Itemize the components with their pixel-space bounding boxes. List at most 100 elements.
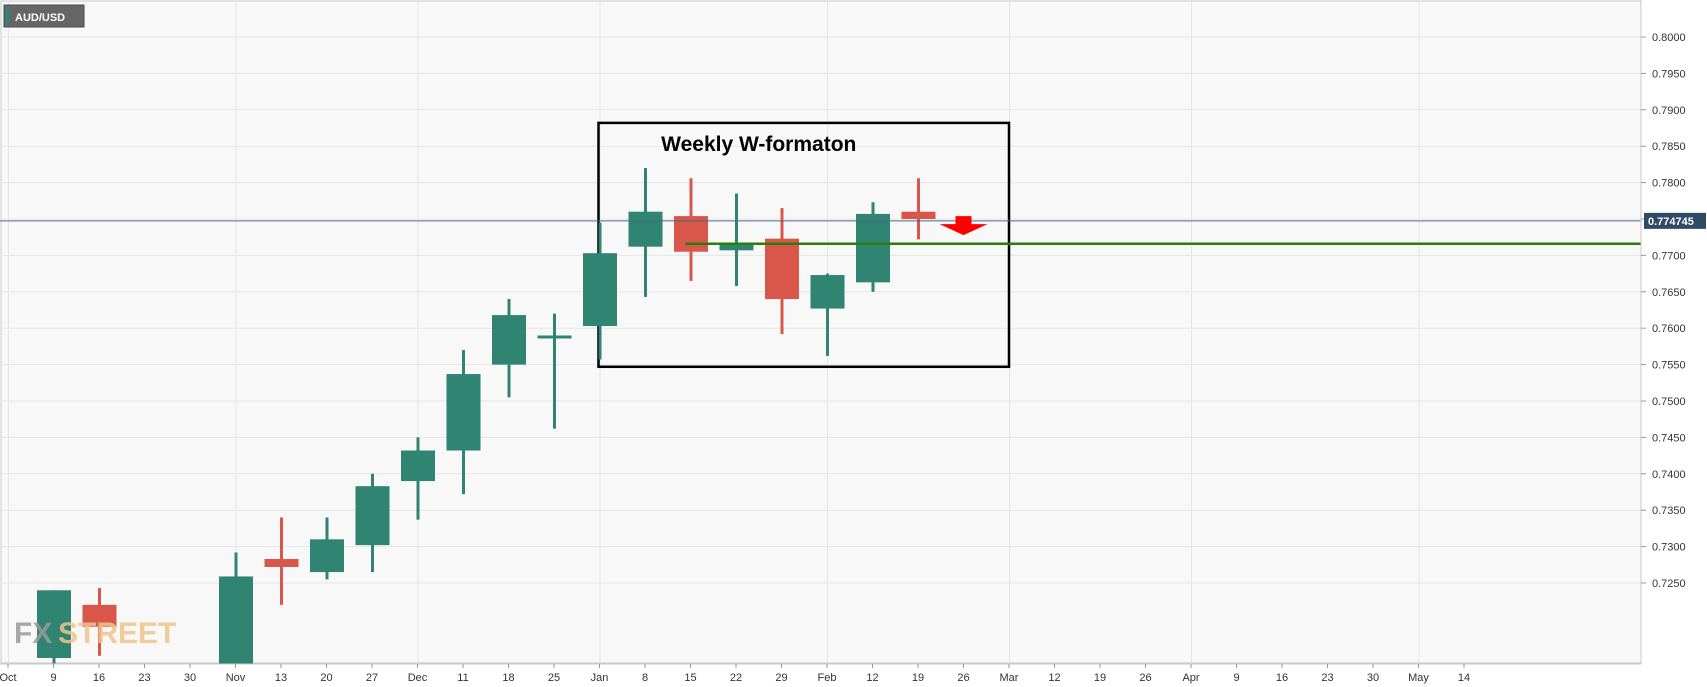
candle-wick <box>917 178 920 240</box>
y-tick-label: 0.7800 <box>1652 178 1686 190</box>
candle-body <box>765 238 799 300</box>
candle-body <box>310 539 344 573</box>
candle <box>719 193 754 286</box>
x-tick-label: 16 <box>1276 672 1288 684</box>
x-tick-label: 8 <box>642 672 648 684</box>
x-tick-label: 26 <box>957 672 969 684</box>
x-tick-label: Mar <box>1000 672 1019 684</box>
candle-body <box>674 216 708 252</box>
candle <box>264 517 299 605</box>
candle-body <box>37 590 71 658</box>
x-tick-label: 23 <box>1321 672 1333 684</box>
x-tick-label: 14 <box>1458 672 1470 684</box>
x-tick-label: 18 <box>502 672 514 684</box>
x-tick-label: 13 <box>275 672 287 684</box>
candle-wick <box>735 193 738 286</box>
x-tick-label: Jan <box>591 672 609 684</box>
candle <box>492 299 526 398</box>
candle <box>37 590 71 664</box>
candle-body <box>219 576 253 664</box>
candle-body <box>628 211 663 247</box>
candle-body <box>492 315 526 365</box>
y-tick-label: 0.7350 <box>1652 505 1686 517</box>
x-tick-label: 11 <box>457 672 468 684</box>
candle <box>446 350 481 495</box>
current-price-tag <box>1644 212 1706 229</box>
logo-street-text: STREET <box>58 617 176 650</box>
symbol-badge[interactable] <box>3 4 85 28</box>
candle <box>583 222 617 360</box>
candle-body <box>264 558 299 567</box>
x-tick-label: May <box>1408 672 1429 684</box>
candle <box>219 552 253 664</box>
x-tick-label: 9 <box>50 672 56 684</box>
candle <box>765 208 799 335</box>
candle <box>355 473 390 573</box>
x-tick-label: 26 <box>1139 672 1151 684</box>
x-tick-label: 30 <box>1367 672 1379 684</box>
y-tick-label: 0.7650 <box>1652 287 1686 299</box>
y-tick-label: 0.7450 <box>1652 432 1686 444</box>
candle-body <box>856 213 890 283</box>
y-tick-label: 0.7400 <box>1652 469 1686 481</box>
candles <box>37 168 936 664</box>
plot-area <box>0 0 1642 664</box>
x-tick-label: 16 <box>93 672 105 684</box>
price-axis-ticks: 0.80000.79500.79000.78500.78000.77500.77… <box>1641 32 1686 590</box>
symbol-badge-accent <box>5 6 9 26</box>
candle-body <box>82 604 117 627</box>
x-tick-label: Oct <box>0 672 17 684</box>
y-tick-label: 0.7900 <box>1652 105 1686 117</box>
candle-body <box>446 374 481 451</box>
symbol-label: AUD/USD <box>15 12 65 24</box>
x-tick-label: Dec <box>408 672 428 684</box>
y-tick-label: 0.7550 <box>1652 360 1686 372</box>
x-tick-label: Feb <box>818 672 837 684</box>
x-tick-label: 19 <box>1094 672 1106 684</box>
candle-wick <box>826 273 829 356</box>
y-tick-label: 0.8000 <box>1652 32 1686 44</box>
candle <box>401 437 435 520</box>
x-tick-label: 25 <box>548 672 560 684</box>
fxstreet-logo: FX STREET <box>14 617 176 650</box>
y-tick-label: 0.7950 <box>1652 68 1686 80</box>
down-arrow-icon <box>939 216 988 236</box>
candle <box>810 273 845 356</box>
x-tick-label: Apr <box>1182 672 1199 684</box>
candle-body <box>355 486 390 546</box>
candle-body <box>719 244 754 251</box>
time-axis-ticks: Oct 9 16 23 30 Nov 13 20 27 Dec 11 18 25 Jan 8 15 22 29 Fe… <box>0 664 1470 684</box>
x-tick-label: 30 <box>184 672 196 684</box>
x-tick-label: 12 <box>866 672 878 684</box>
candle <box>856 202 890 292</box>
candle-body <box>810 275 845 309</box>
x-tick-label: 12 <box>1048 672 1060 684</box>
y-tick-label: 0.7700 <box>1652 250 1686 262</box>
candle <box>674 178 708 281</box>
price-axis <box>1641 0 1707 687</box>
x-tick-label: 20 <box>320 672 332 684</box>
y-tick-label: 0.7250 <box>1652 578 1686 590</box>
candle-wick <box>553 313 556 429</box>
candle <box>901 178 936 240</box>
candle-body <box>901 211 936 219</box>
logo-fx-text: FX <box>14 617 52 650</box>
horizontal-gridlines <box>1 36 1641 584</box>
x-tick-label: 9 <box>1233 672 1239 684</box>
x-tick-label: 15 <box>684 672 696 684</box>
x-tick-label: 23 <box>138 672 150 684</box>
x-tick-label: 19 <box>912 672 924 684</box>
candle <box>310 517 344 580</box>
current-price-label: 0.774745 <box>1648 216 1694 228</box>
y-tick-label: 0.7850 <box>1652 141 1686 153</box>
candle-body <box>401 450 435 482</box>
y-tick-label: 0.7300 <box>1652 542 1686 554</box>
y-tick-label: 0.7500 <box>1652 396 1686 408</box>
x-tick-label: Nov <box>226 672 246 684</box>
w-formation-annotation: Weekly W-formaton <box>661 133 856 156</box>
y-tick-label: 0.7600 <box>1652 323 1686 335</box>
candle <box>537 313 572 429</box>
x-tick-label: 29 <box>775 672 787 684</box>
x-tick-label: 27 <box>366 672 378 684</box>
